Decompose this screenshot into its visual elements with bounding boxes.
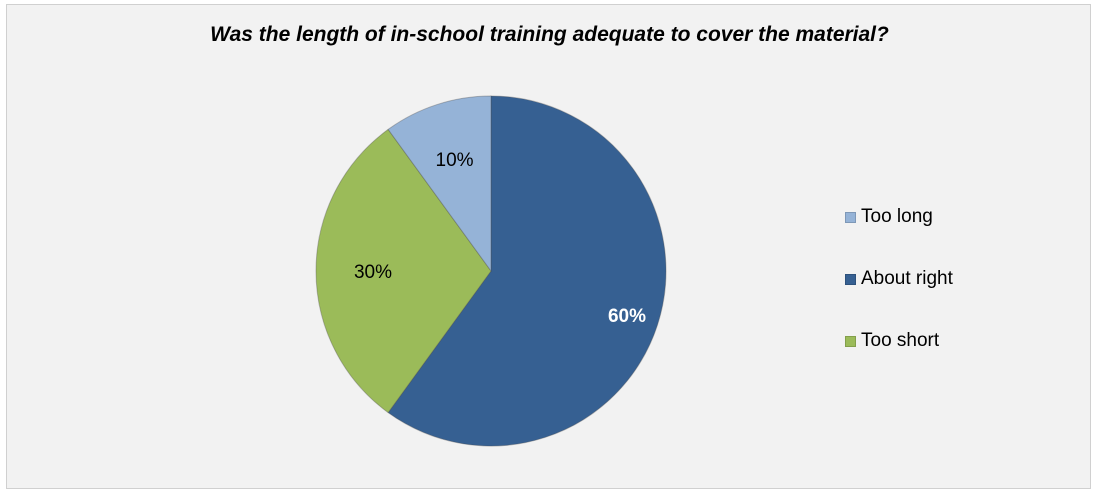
legend-label-about-right: About right: [861, 268, 953, 289]
legend-label-too-long: Too long: [861, 206, 933, 227]
legend-swatch-too-short: [845, 335, 856, 347]
pie-chart: 60% 30% 10%: [315, 95, 667, 447]
pie-slice-about-right: [387, 95, 667, 447]
pie-slice-too-short: [315, 128, 492, 414]
legend-swatch-too-long: [845, 211, 856, 223]
chart-title: Was the length of in-school training ade…: [210, 23, 889, 46]
data-label-too-long: 10%: [436, 150, 474, 171]
data-label-about-right: 60%: [608, 306, 646, 327]
chart-area: Was the length of in-school training ade…: [6, 4, 1091, 489]
pie-slice-too-long: [387, 95, 492, 273]
legend: Too long About right Too short: [845, 205, 953, 391]
legend-item-too-long: Too long: [845, 205, 953, 229]
legend-swatch-about-right: [845, 273, 856, 285]
legend-item-about-right: About right: [845, 267, 953, 291]
data-label-too-short: 30%: [354, 262, 392, 283]
legend-item-too-short: Too short: [845, 329, 953, 353]
legend-label-too-short: Too short: [861, 330, 940, 351]
